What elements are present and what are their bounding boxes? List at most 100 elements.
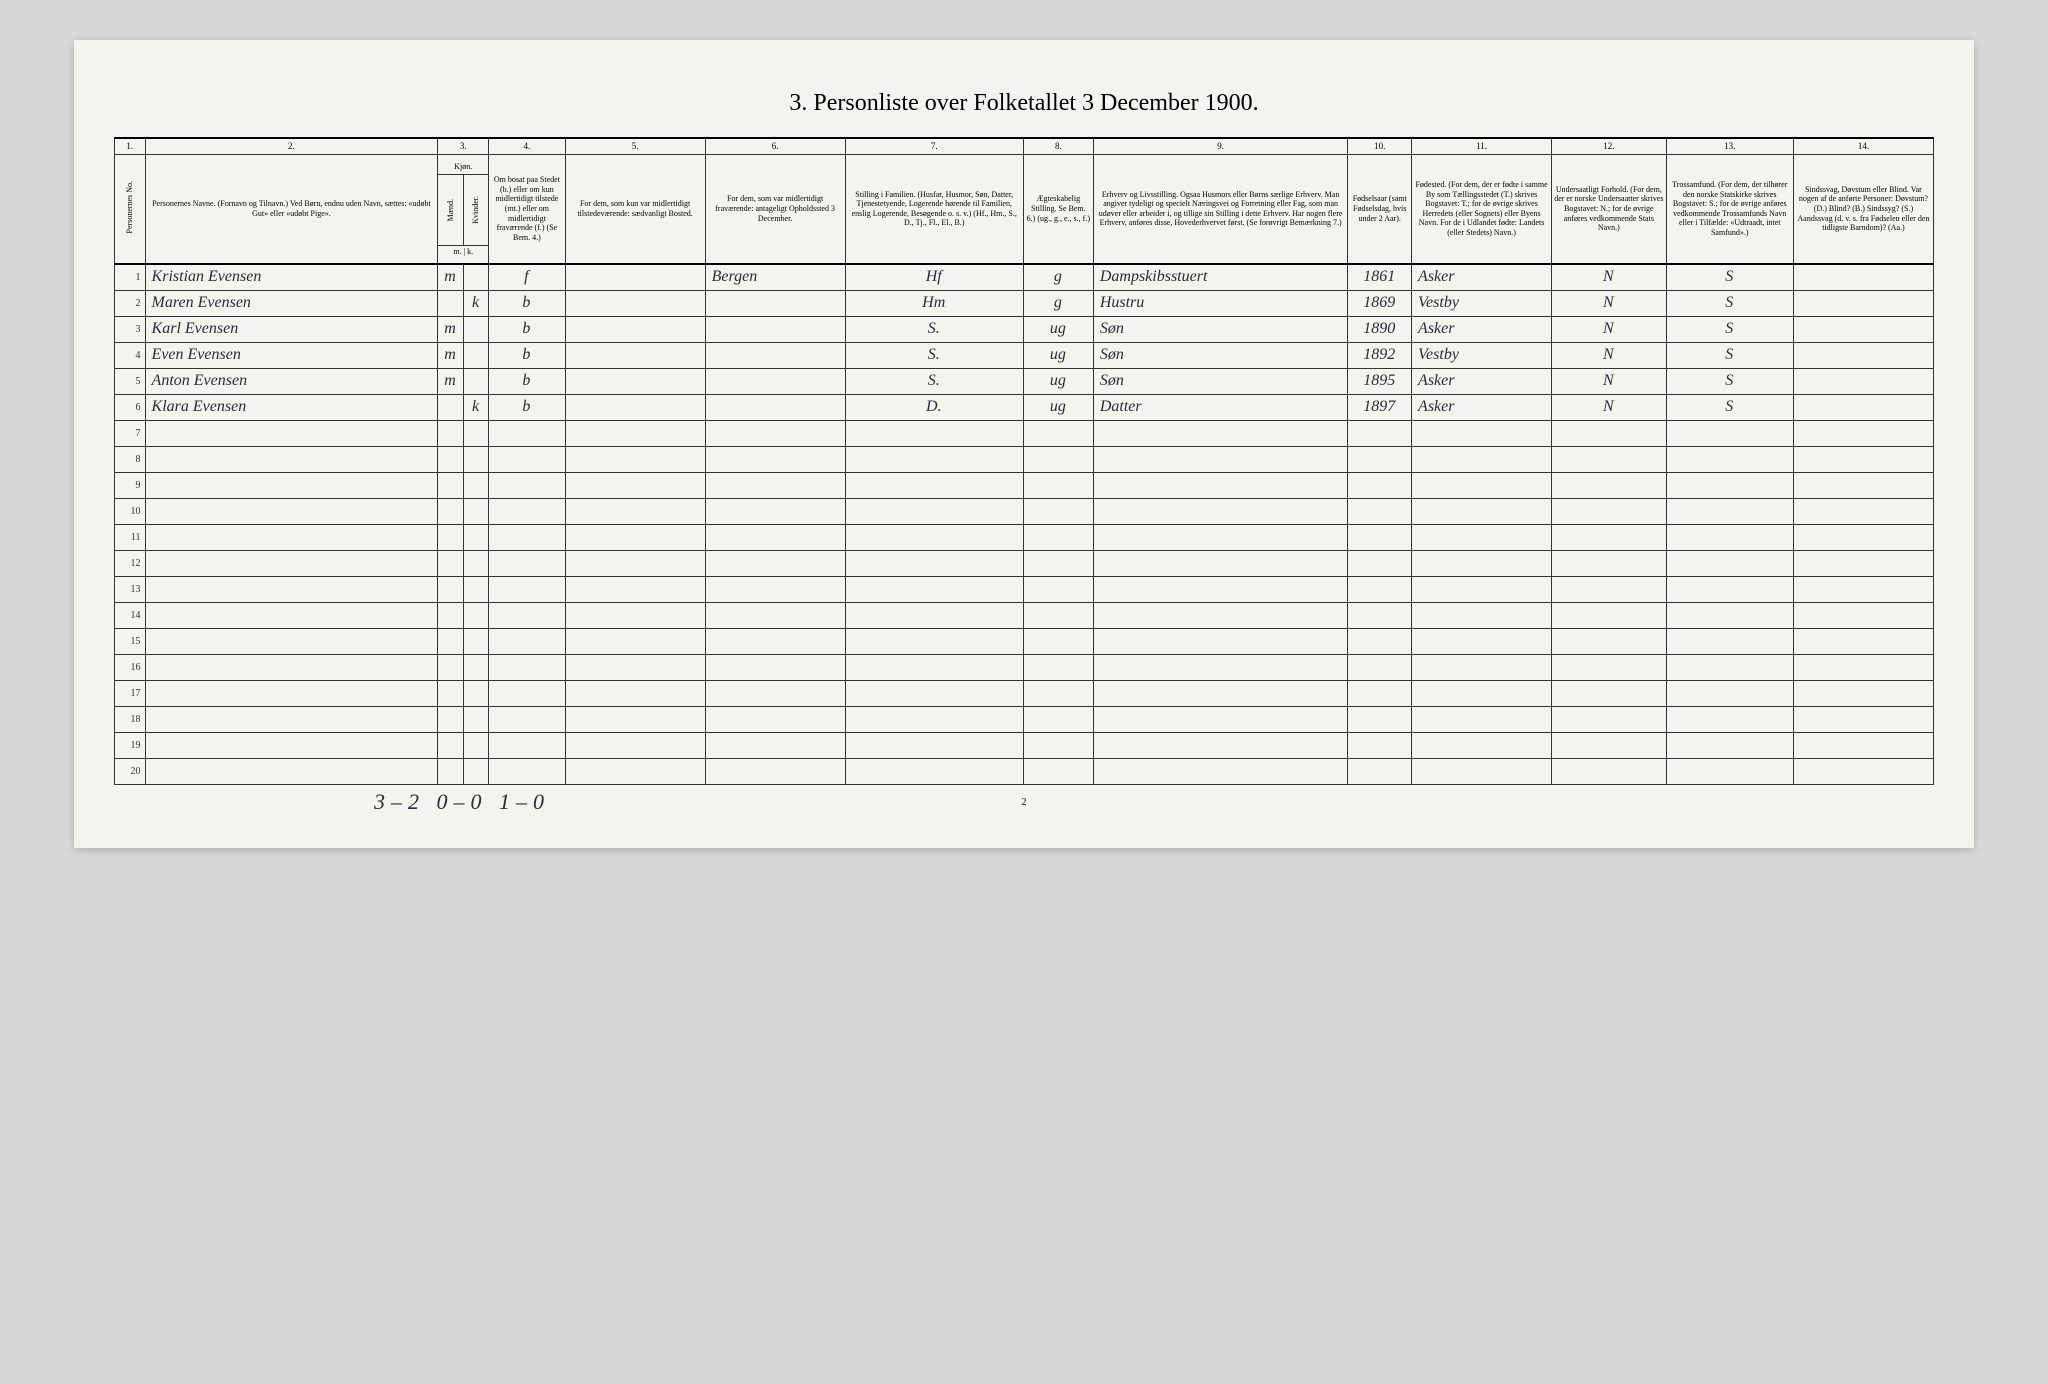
row-number: 12: [115, 550, 146, 576]
cell-sex-k: [463, 316, 488, 342]
header-birthplace: Fødested. (For dem, der er fødte i samme…: [1412, 154, 1552, 264]
table-row-blank: 19: [115, 732, 1934, 758]
cell-occupation: Søn: [1093, 316, 1348, 342]
colnum: 8.: [1023, 138, 1093, 154]
header-family-pos: Stilling i Familien. (Husfar, Husmor, Sø…: [845, 154, 1023, 264]
cell-family-pos: D.: [845, 394, 1023, 420]
cell-sex-m: m: [438, 342, 463, 368]
cell-disability: [1793, 394, 1933, 420]
cell-sex-m: m: [438, 264, 463, 290]
cell-religion: S: [1666, 394, 1793, 420]
row-number: 10: [115, 498, 146, 524]
table-row-blank: 17: [115, 680, 1934, 706]
cell-sex-m: m: [438, 368, 463, 394]
header-nationality: Undersaatligt Forhold. (For dem, der er …: [1552, 154, 1667, 264]
row-number: 2: [115, 290, 146, 316]
row-number: 4: [115, 342, 146, 368]
row-number: 8: [115, 446, 146, 472]
cell-marital: g: [1023, 290, 1093, 316]
header-religion: Trossamfund. (For dem, der tilhører den …: [1666, 154, 1793, 264]
cell-temp-absent: [705, 368, 845, 394]
colnum: 7.: [845, 138, 1023, 154]
table-row: 2Maren EvensenkbHmgHustru1869VestbyNS: [115, 290, 1934, 316]
cell-residence: b: [489, 290, 565, 316]
table-row: 1Kristian EvensenmfBergenHfgDampskibsstu…: [115, 264, 1934, 290]
cell-marital: ug: [1023, 394, 1093, 420]
colnum: 3.: [438, 138, 489, 154]
cell-residence: f: [489, 264, 565, 290]
cell-birthyear: 1890: [1348, 316, 1412, 342]
cell-religion: S: [1666, 368, 1793, 394]
table-row-blank: 9: [115, 472, 1934, 498]
colnum: 4.: [489, 138, 565, 154]
cell-birthplace: Asker: [1412, 368, 1552, 394]
cell-birthyear: 1895: [1348, 368, 1412, 394]
cell-birthplace: Asker: [1412, 264, 1552, 290]
cell-residence: b: [489, 368, 565, 394]
cell-temp-absent: Bergen: [705, 264, 845, 290]
cell-disability: [1793, 368, 1933, 394]
row-number: 20: [115, 758, 146, 784]
cell-temp-present: [565, 368, 705, 394]
cell-birthplace: Vestby: [1412, 342, 1552, 368]
cell-nationality: N: [1552, 264, 1667, 290]
cell-sex-k: [463, 342, 488, 368]
cell-birthyear: 1869: [1348, 290, 1412, 316]
table-row: 4Even EvensenmbS.ugSøn1892VestbyNS: [115, 342, 1934, 368]
page-title: 3. Personliste over Folketallet 3 Decemb…: [114, 90, 1934, 117]
table-row-blank: 13: [115, 576, 1934, 602]
column-headers-row: Personernes No. Personernes Navne. (Forn…: [115, 154, 1934, 264]
header-sex: Kjøn. Mænd. Kvinder. m. | k.: [438, 154, 489, 264]
cell-birthyear: 1897: [1348, 394, 1412, 420]
cell-occupation: Hustru: [1093, 290, 1348, 316]
row-number: 14: [115, 602, 146, 628]
row-number: 3: [115, 316, 146, 342]
cell-temp-present: [565, 394, 705, 420]
cell-sex-m: [438, 394, 463, 420]
row-number: 16: [115, 654, 146, 680]
cell-religion: S: [1666, 264, 1793, 290]
cell-sex-m: [438, 290, 463, 316]
table-row-blank: 14: [115, 602, 1934, 628]
table-row-blank: 15: [115, 628, 1934, 654]
cell-birthyear: 1892: [1348, 342, 1412, 368]
cell-disability: [1793, 264, 1933, 290]
table-row: 3Karl EvensenmbS.ugSøn1890AskerNS: [115, 316, 1934, 342]
cell-sex-k: [463, 264, 488, 290]
cell-residence: b: [489, 394, 565, 420]
row-number: 9: [115, 472, 146, 498]
cell-family-pos: Hm: [845, 290, 1023, 316]
header-person-no: Personernes No.: [115, 154, 146, 264]
cell-name: Klara Evensen: [145, 394, 438, 420]
cell-temp-absent: [705, 342, 845, 368]
cell-occupation: Søn: [1093, 342, 1348, 368]
row-number: 19: [115, 732, 146, 758]
table-body: 1Kristian EvensenmfBergenHfgDampskibsstu…: [115, 264, 1934, 784]
table-row: 6Klara EvensenkbD.ugDatter1897AskerNS: [115, 394, 1934, 420]
cell-birthplace: Asker: [1412, 316, 1552, 342]
cell-disability: [1793, 342, 1933, 368]
cell-name: Karl Evensen: [145, 316, 438, 342]
cell-residence: b: [489, 342, 565, 368]
colnum: 5.: [565, 138, 705, 154]
cell-family-pos: S.: [845, 342, 1023, 368]
cell-name: Maren Evensen: [145, 290, 438, 316]
row-number: 15: [115, 628, 146, 654]
table-row-blank: 16: [115, 654, 1934, 680]
colnum: 1.: [115, 138, 146, 154]
cell-birthyear: 1861: [1348, 264, 1412, 290]
cell-family-pos: S.: [845, 368, 1023, 394]
cell-religion: S: [1666, 316, 1793, 342]
row-number: 5: [115, 368, 146, 394]
census-form-page: 3. Personliste over Folketallet 3 Decemb…: [74, 40, 1974, 848]
cell-religion: S: [1666, 290, 1793, 316]
cell-disability: [1793, 316, 1933, 342]
cell-name: Even Evensen: [145, 342, 438, 368]
cell-marital: g: [1023, 264, 1093, 290]
cell-name: Anton Evensen: [145, 368, 438, 394]
cell-residence: b: [489, 316, 565, 342]
census-table: 1. 2. 3. 4. 5. 6. 7. 8. 9. 10. 11. 12. 1…: [114, 137, 1934, 785]
cell-sex-k: k: [463, 394, 488, 420]
cell-sex-m: m: [438, 316, 463, 342]
table-row-blank: 18: [115, 706, 1934, 732]
